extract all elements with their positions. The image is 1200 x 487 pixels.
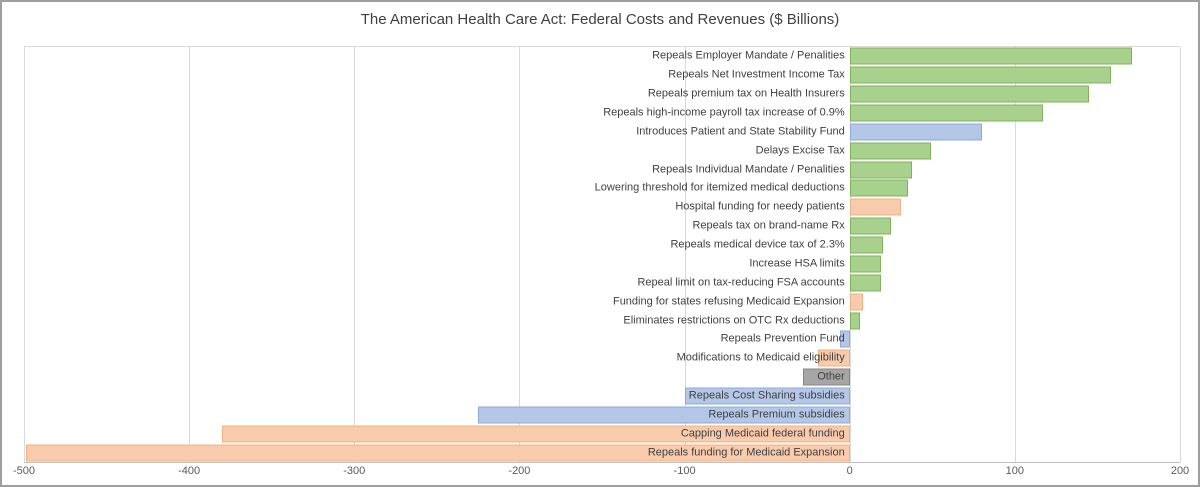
chart-bar — [849, 236, 883, 254]
category-label: Funding for states refusing Medicaid Exp… — [612, 295, 845, 308]
gridline — [1180, 47, 1181, 462]
x-tick-label: -500 — [12, 465, 36, 477]
bar-row: Repeals Net Investment Income Tax — [24, 66, 1180, 85]
bar-row: Repeals Cost Sharing subsidies — [24, 387, 1180, 406]
chart-bar — [849, 179, 908, 197]
chart-bar — [818, 349, 850, 367]
bar-row: Hospital funding for needy patients — [24, 198, 1180, 217]
category-label: Repeals Premium subsidies — [708, 408, 845, 421]
category-label: Delays Excise Tax — [755, 144, 845, 157]
x-tick-label: -400 — [178, 465, 201, 477]
chart-bar — [849, 198, 901, 216]
bar-row: Repeals medical device tax of 2.3% — [24, 236, 1180, 255]
x-tick-label: -300 — [343, 465, 366, 477]
bar-row: Funding for states refusing Medicaid Exp… — [24, 292, 1180, 311]
category-label: Eliminates restrictions on OTC Rx deduct… — [623, 314, 845, 326]
bar-row: Eliminates restrictions on OTC Rx deduct… — [24, 311, 1180, 330]
x-tick-label: -100 — [673, 465, 696, 477]
category-label: Repeals Employer Mandate / Penalities — [652, 49, 845, 62]
bar-row: Lowering threshold for itemized medical … — [24, 179, 1180, 198]
bar-row: Capping Medicaid federal funding — [24, 424, 1180, 443]
chart-bar — [849, 123, 982, 141]
bar-row: Modifications to Medicaid eligibility — [24, 349, 1180, 368]
chart-bar — [849, 312, 860, 329]
category-label: Other — [817, 370, 845, 383]
bar-row: Repeals tax on brand-name Rx — [24, 217, 1180, 236]
chart-bar — [849, 47, 1133, 65]
bar-row: Other — [24, 368, 1180, 387]
gridline — [189, 47, 191, 462]
gridline — [24, 47, 25, 462]
category-label: Repeals Prevention Fund — [720, 332, 845, 345]
chart-bar — [849, 66, 1111, 84]
category-label: Repeals premium tax on Health Insurers — [647, 87, 845, 100]
bar-row: Repeals premium tax on Health Insurers — [24, 85, 1180, 104]
x-tick-label: 0 — [846, 465, 853, 477]
gridline — [354, 47, 356, 462]
chart-bar — [222, 425, 850, 443]
category-label: Repeals funding for Medicaid Expansion — [647, 446, 845, 459]
category-label: Repeals Net Investment Income Tax — [668, 68, 845, 81]
chart-bar — [684, 387, 850, 405]
gridline — [684, 47, 686, 462]
chart-bar — [839, 330, 850, 348]
category-label: Introduces Patient and State Stability F… — [636, 125, 845, 138]
bar-row: Delays Excise Tax — [24, 141, 1180, 160]
chart-bar — [849, 161, 913, 179]
x-tick-label: 200 — [1170, 465, 1190, 477]
x-axis: -500 -400 -300 -200 -100 0 100 200 — [13, 465, 1189, 483]
bar-row: Repeals high-income payroll tax increase… — [24, 104, 1180, 123]
category-label: Increase HSA limits — [749, 257, 845, 270]
bar-row: Repeals Individual Mandate / Penalities — [24, 160, 1180, 179]
category-label: Repeals medical device tax of 2.3% — [670, 238, 845, 251]
category-label: Capping Medicaid federal funding — [680, 427, 845, 440]
category-label: Repeals tax on brand-name Rx — [692, 219, 845, 232]
category-label: Repeals Cost Sharing subsidies — [688, 389, 845, 402]
chart-bar — [478, 406, 850, 424]
bar-row: Repeal limit on tax-reducing FSA account… — [24, 273, 1180, 292]
category-label: Lowering threshold for itemized medical … — [594, 181, 845, 194]
category-label: Repeal limit on tax-reducing FSA account… — [637, 276, 845, 289]
gridline — [1014, 47, 1016, 462]
chart-bar — [849, 85, 1090, 103]
plot-area: Repeals Employer Mandate / Penalities Rep… — [24, 46, 1181, 463]
category-label: Repeals Individual Mandate / Penalities — [652, 163, 845, 176]
x-tick-label: -200 — [508, 465, 531, 477]
chart-bar — [849, 293, 863, 311]
chart-bar — [849, 255, 882, 273]
bar-row: Repeals Premium subsidies — [24, 405, 1180, 424]
category-label: Repeals high-income payroll tax increase… — [603, 106, 845, 119]
gridline — [849, 47, 851, 462]
bar-row: Repeals Employer Mandate / Penalities — [24, 47, 1180, 66]
chart-bar — [25, 444, 850, 462]
chart-bar — [849, 142, 931, 160]
x-tick-label: 100 — [1005, 465, 1025, 477]
bar-row: Repeals funding for Medicaid Expansion — [24, 443, 1180, 462]
bar-row: Repeals Prevention Fund — [24, 330, 1180, 349]
bar-row: Increase HSA limits — [24, 255, 1180, 274]
chart-bar — [849, 217, 891, 235]
bar-row: Introduces Patient and State Stability F… — [24, 122, 1180, 141]
chart-bar — [803, 368, 850, 386]
chart-bar — [849, 274, 882, 292]
chart-bar — [849, 104, 1043, 122]
chart-title: The American Health Care Act: Federal Co… — [360, 11, 840, 28]
category-label: Hospital funding for needy patients — [675, 200, 845, 213]
category-label: Modifications to Medicaid eligibility — [676, 351, 845, 364]
gridline — [519, 47, 521, 462]
